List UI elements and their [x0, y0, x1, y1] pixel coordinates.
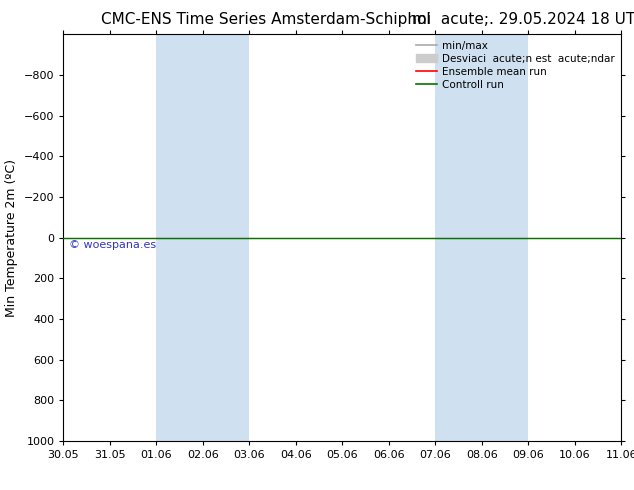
Bar [436, 34, 528, 441]
Y-axis label: Min Temperature 2m (ºC): Min Temperature 2m (ºC) [5, 159, 18, 317]
Bar [157, 34, 249, 441]
Text: CMC-ENS Time Series Amsterdam-Schiphol: CMC-ENS Time Series Amsterdam-Schiphol [101, 12, 431, 27]
Text: mi  acute;. 29.05.2024 18 UTC: mi acute;. 29.05.2024 18 UTC [412, 12, 634, 27]
Text: © woespana.es: © woespana.es [69, 240, 156, 250]
Legend: min/max, Desviaci  acute;n est  acute;ndar, Ensemble mean run, Controll run: min/max, Desviaci acute;n est acute;ndar… [412, 36, 619, 94]
